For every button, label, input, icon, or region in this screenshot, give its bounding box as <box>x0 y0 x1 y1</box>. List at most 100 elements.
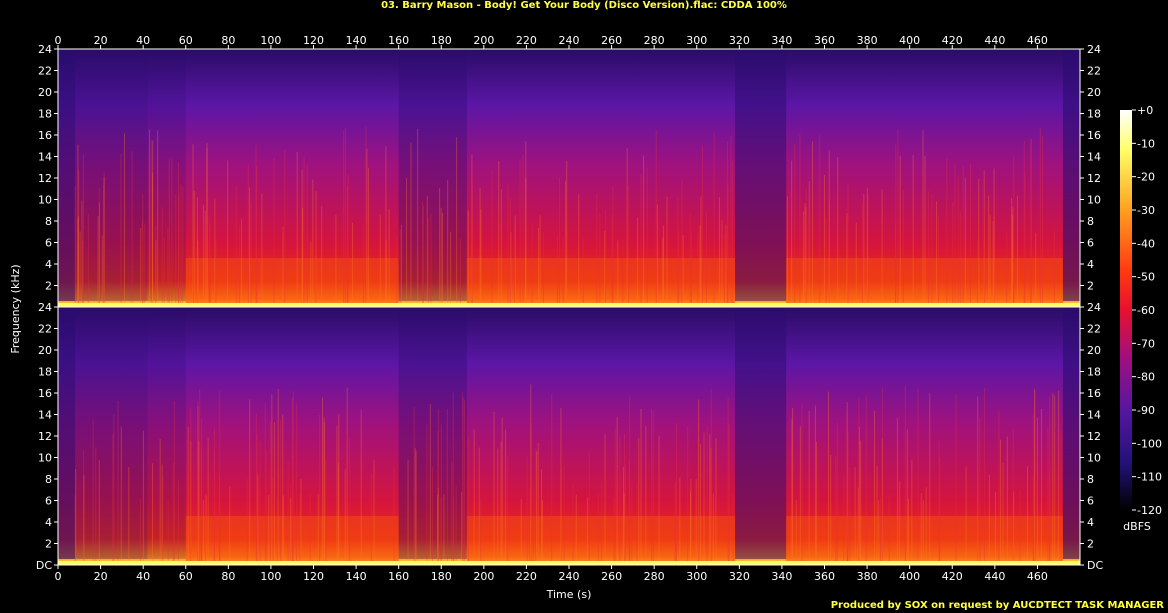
x-tick-label-bottom: 240 <box>559 570 580 583</box>
x-tick-label-bottom: 380 <box>857 570 878 583</box>
section-shade <box>147 307 186 559</box>
colorbar-tick-label: +0 <box>1137 104 1153 117</box>
x-tick-label-bottom: 180 <box>431 570 452 583</box>
x-tick-label-top: 160 <box>388 34 409 47</box>
x-tick-label-top: 300 <box>686 34 707 47</box>
x-tick-label-bottom: 280 <box>644 570 665 583</box>
x-tick-label-top: 360 <box>814 34 835 47</box>
x-tick-label-top: 200 <box>473 34 494 47</box>
x-tick-label-top: 220 <box>516 34 537 47</box>
y-tick-label-left: 22 <box>38 323 52 336</box>
x-tick-label-top: 380 <box>857 34 878 47</box>
colorbar-tick-label: -90 <box>1137 404 1155 417</box>
x-tick-label-bottom: 460 <box>1027 570 1048 583</box>
y-tick-label-right: 4 <box>1087 258 1094 271</box>
y-tick-label-right: 24 <box>1087 43 1101 56</box>
x-tick-label-top: 80 <box>221 34 235 47</box>
y-tick-label-left: 10 <box>38 194 52 207</box>
x-tick-label-bottom: 360 <box>814 570 835 583</box>
section-shade <box>398 49 467 301</box>
colorbar-tick-label: -20 <box>1137 171 1155 184</box>
credit-text: Produced by SOX on request by AUCDTECT T… <box>830 600 1164 611</box>
colorbar: +0 -10 -20 -30 -40 -50 -60 -70 -80 -90 -100 -110 -12… <box>1120 104 1162 517</box>
chart-title: 03. Barry Mason - Body! Get Your Body (D… <box>381 0 787 11</box>
y-tick-label-right: 18 <box>1087 366 1101 379</box>
x-axis-label: Time (s) <box>546 588 592 601</box>
y-tick-label-left: 6 <box>45 495 52 508</box>
y-tick-label-right: 8 <box>1087 215 1094 228</box>
y-tick-label-left: 10 <box>38 452 52 465</box>
section-shade <box>1062 307 1080 559</box>
x-tick-label-bottom: 160 <box>388 570 409 583</box>
x-tick-label-bottom: 100 <box>260 570 281 583</box>
x-tick-label-top: 60 <box>179 34 193 47</box>
section-energy <box>786 515 1063 561</box>
y-tick-label-right: 14 <box>1087 409 1101 422</box>
x-tick-label-bottom: 200 <box>473 570 494 583</box>
section-shade <box>75 307 148 559</box>
x-tick-label-bottom: 80 <box>221 570 235 583</box>
colorbar-tick-label: -10 <box>1137 137 1155 150</box>
y-tick-label-left: DC <box>36 559 52 572</box>
y-tick-label-left: 14 <box>38 409 52 422</box>
x-tick-label-bottom: 440 <box>984 570 1005 583</box>
axes: 0 0 20 20 40 40 60 60 80 80 100 100 120 120 140 140 160 1… <box>36 34 1104 583</box>
y-tick-label-left: 2 <box>45 538 52 551</box>
x-tick-label-bottom: 0 <box>55 570 62 583</box>
colorbar-tick-label: -30 <box>1137 204 1155 217</box>
y-tick-label-right: 10 <box>1087 194 1101 207</box>
low-frequency-band <box>58 303 1080 306</box>
x-tick-label-top: 340 <box>771 34 792 47</box>
y-tick-label-right: 16 <box>1087 387 1101 400</box>
colorbar-tick-label: -120 <box>1137 504 1162 517</box>
section-shade <box>735 307 787 559</box>
y-tick-label-left: 6 <box>45 237 52 250</box>
x-tick-label-bottom: 400 <box>899 570 920 583</box>
section-energy <box>185 257 399 303</box>
section-shade <box>147 49 186 301</box>
x-tick-label-top: 180 <box>431 34 452 47</box>
section-shade <box>75 49 148 301</box>
colorbar-tick-label: -80 <box>1137 371 1155 384</box>
section-shade <box>735 49 787 301</box>
y-tick-label-right: 22 <box>1087 323 1101 336</box>
x-tick-label-bottom: 220 <box>516 570 537 583</box>
y-tick-label-right: 14 <box>1087 151 1101 164</box>
x-tick-label-top: 100 <box>260 34 281 47</box>
x-tick-label-bottom: 420 <box>942 570 963 583</box>
x-tick-label-top: 280 <box>644 34 665 47</box>
x-tick-label-top: 460 <box>1027 34 1048 47</box>
x-tick-label-top: 420 <box>942 34 963 47</box>
y-tick-label-right: 6 <box>1087 495 1094 508</box>
colorbar-tick-label: -50 <box>1137 271 1155 284</box>
y-tick-label-left: 14 <box>38 151 52 164</box>
x-tick-label-top: 40 <box>136 34 150 47</box>
x-tick-label-bottom: 320 <box>729 570 750 583</box>
y-tick-label-left: 24 <box>38 301 52 314</box>
spectrogram-channel-1 <box>58 49 1080 307</box>
section-shade <box>398 307 467 559</box>
x-tick-label-bottom: 140 <box>346 570 367 583</box>
x-tick-label-top: 0 <box>55 34 62 47</box>
x-tick-label-top: 320 <box>729 34 750 47</box>
y-tick-label-left: 8 <box>45 473 52 486</box>
x-tick-label-bottom: 340 <box>771 570 792 583</box>
y-tick-label-right: 6 <box>1087 237 1094 250</box>
section-energy <box>466 257 736 303</box>
colorbar-tick-label: -60 <box>1137 304 1155 317</box>
y-tick-label-right: 20 <box>1087 86 1101 99</box>
y-tick-label-left: 4 <box>45 258 52 271</box>
y-tick-label-left: 16 <box>38 387 52 400</box>
spectrogram-channel-2 <box>58 307 1080 565</box>
x-tick-label-top: 140 <box>346 34 367 47</box>
y-tick-label-right: 16 <box>1087 129 1101 142</box>
x-tick-label-bottom: 60 <box>179 570 193 583</box>
y-tick-label-left: 24 <box>38 43 52 56</box>
y-tick-label-right: 20 <box>1087 344 1101 357</box>
colorbar-label: dBFS <box>1123 520 1151 533</box>
y-axis-label: Frequency (kHz) <box>9 264 22 353</box>
x-tick-label-top: 120 <box>303 34 324 47</box>
colorbar-gradient <box>1120 110 1132 510</box>
section-energy <box>786 257 1063 303</box>
y-tick-label-right: 10 <box>1087 452 1101 465</box>
